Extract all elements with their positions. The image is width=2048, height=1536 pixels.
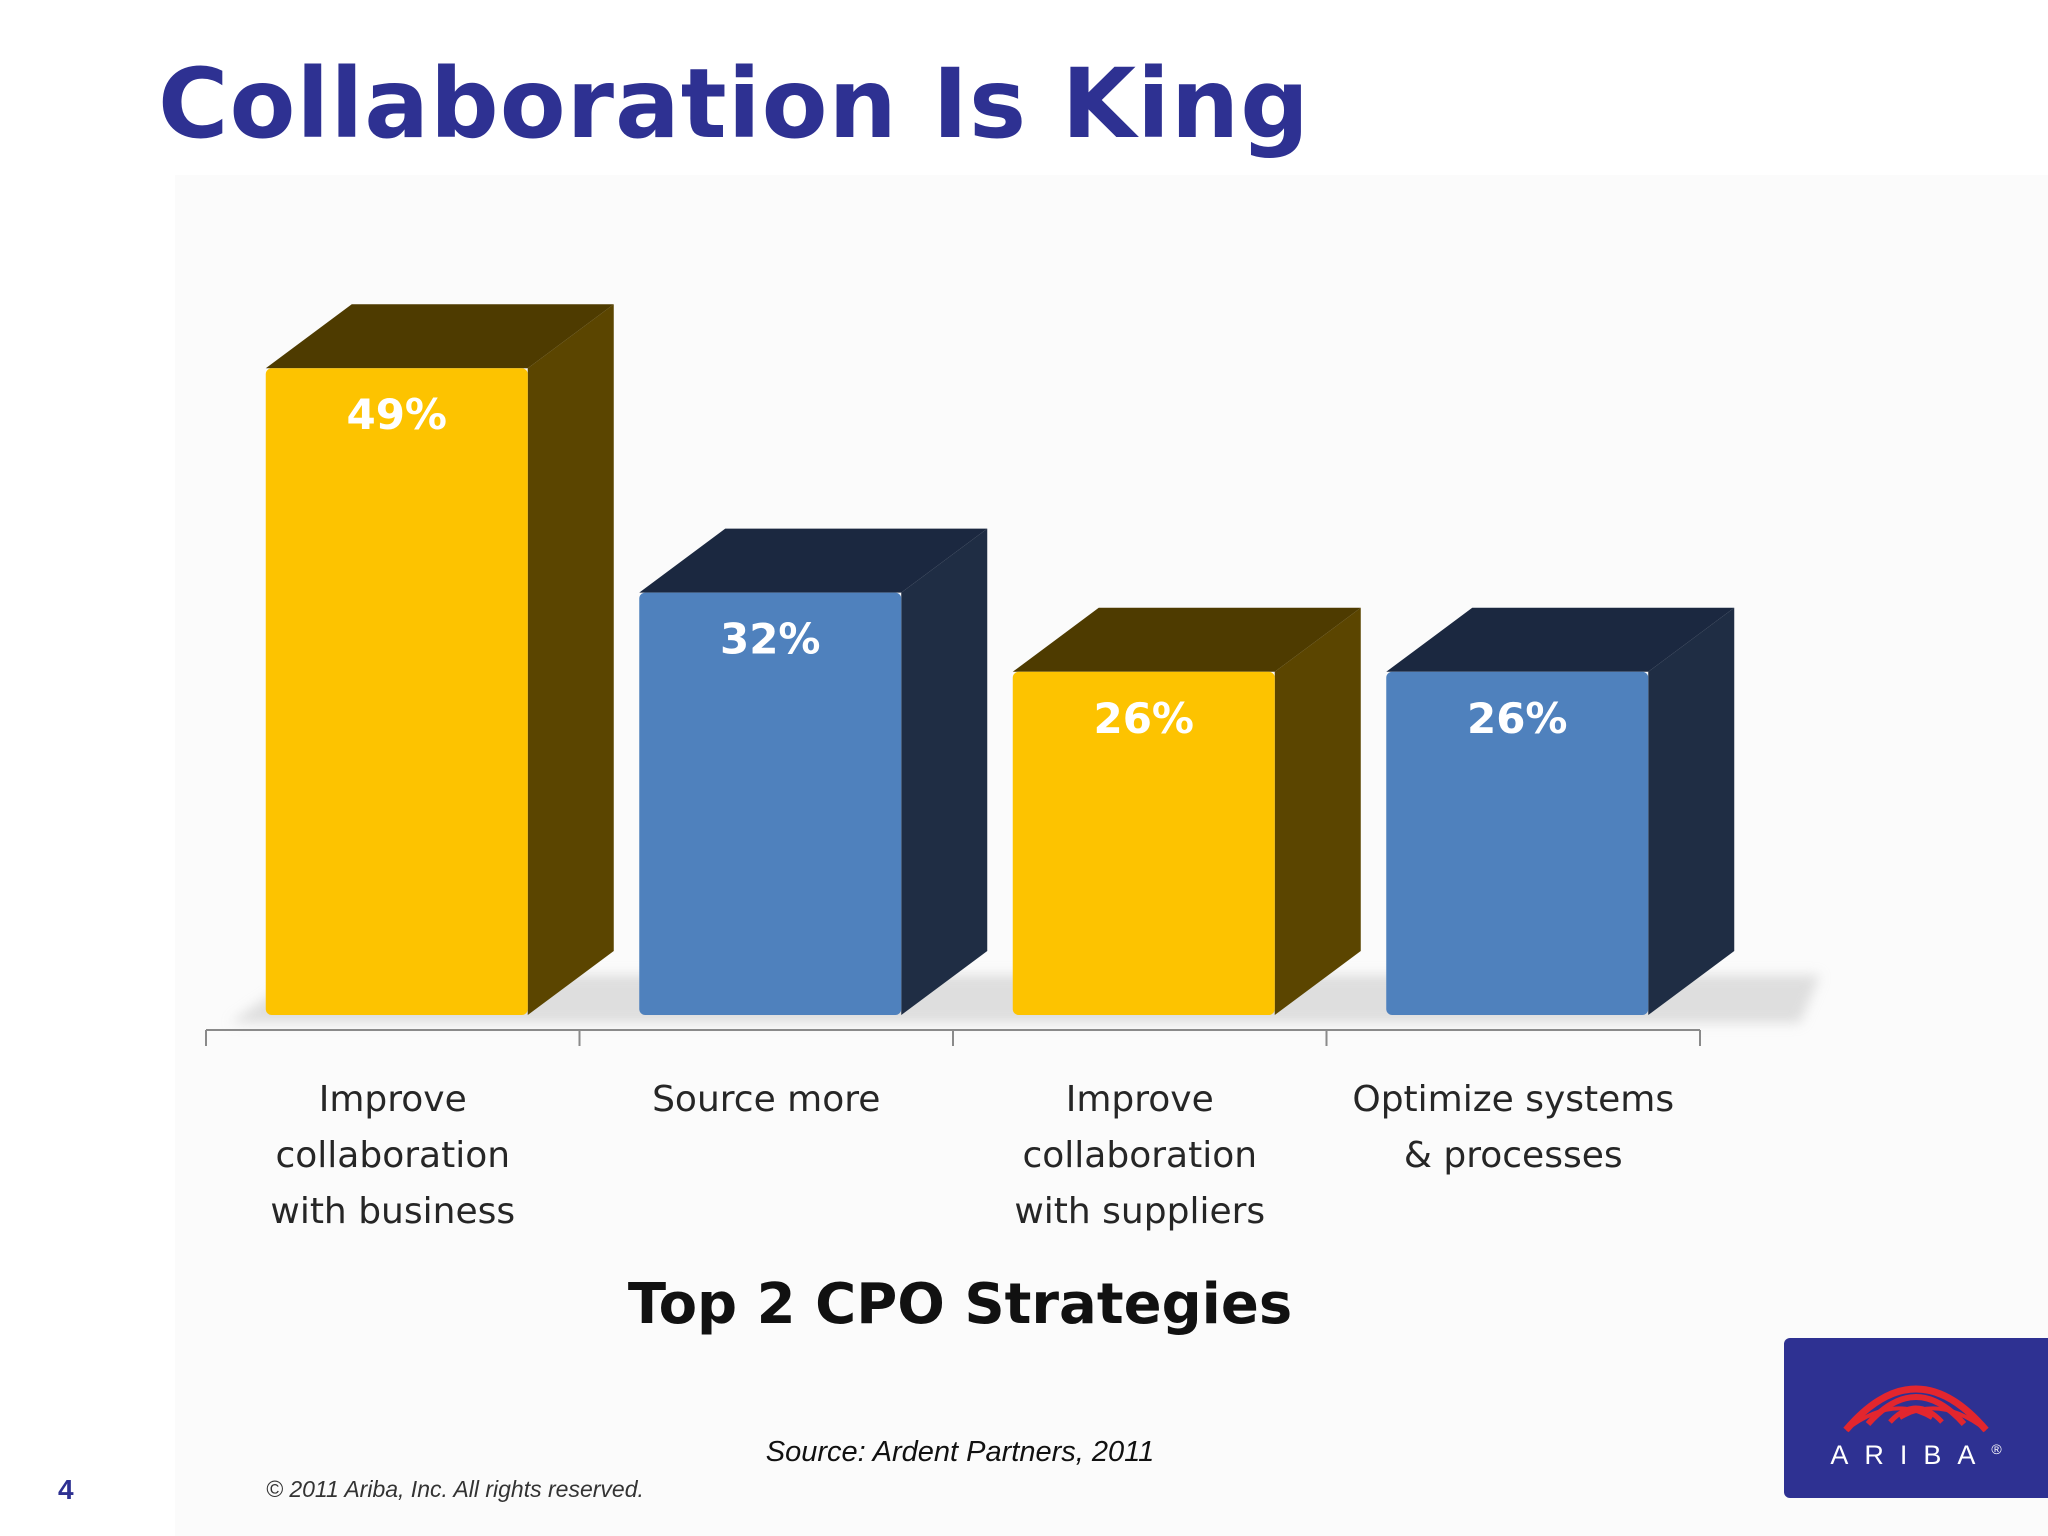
bar-top (1012, 607, 1361, 672)
copyright-notice: © 2011 Ariba, Inc. All rights reserved. (266, 1476, 644, 1502)
bar-value-label: 26% (1093, 694, 1194, 743)
ariba-logo: ARIBA® (1784, 1338, 2048, 1498)
bar-front (1012, 671, 1275, 1015)
bar-front (639, 592, 902, 1015)
category-label: Improve collaboration with suppliers (1014, 1079, 1266, 1232)
bar-top (1386, 607, 1735, 672)
category-label: Improve collaboration with business (270, 1079, 516, 1232)
bar-value-label: 26% (1467, 694, 1568, 743)
bar-side (1648, 607, 1735, 1015)
bar-top (639, 528, 988, 593)
bar: 26% (1012, 607, 1361, 1015)
bar: 49% (265, 304, 614, 1015)
category-label: Optimize systems & processes (1352, 1079, 1675, 1176)
bar-side (901, 528, 988, 1015)
bar-front (265, 368, 528, 1015)
bar-value-label: 49% (346, 390, 447, 439)
registered-mark: ® (1991, 1441, 2002, 1457)
bar-value-label: 32% (720, 615, 821, 664)
bar-front (1386, 671, 1649, 1015)
source-note: Source: Ardent Partners, 2011 (765, 1436, 1155, 1468)
logo-text: ARIBA (1830, 1440, 1992, 1470)
bar-side (527, 304, 614, 1015)
ariba-arch-logo-icon (1843, 1385, 1989, 1433)
bar: 32% (639, 528, 988, 1015)
category-label: Source more (652, 1079, 881, 1120)
bar-top (265, 304, 614, 369)
chart-title: Top 2 CPO Strategies (627, 1272, 1293, 1337)
bar-side (1274, 607, 1361, 1015)
page-number: 4 (58, 1474, 74, 1505)
slide-title: Collaboration Is King (158, 48, 1310, 160)
bar: 26% (1386, 607, 1735, 1015)
